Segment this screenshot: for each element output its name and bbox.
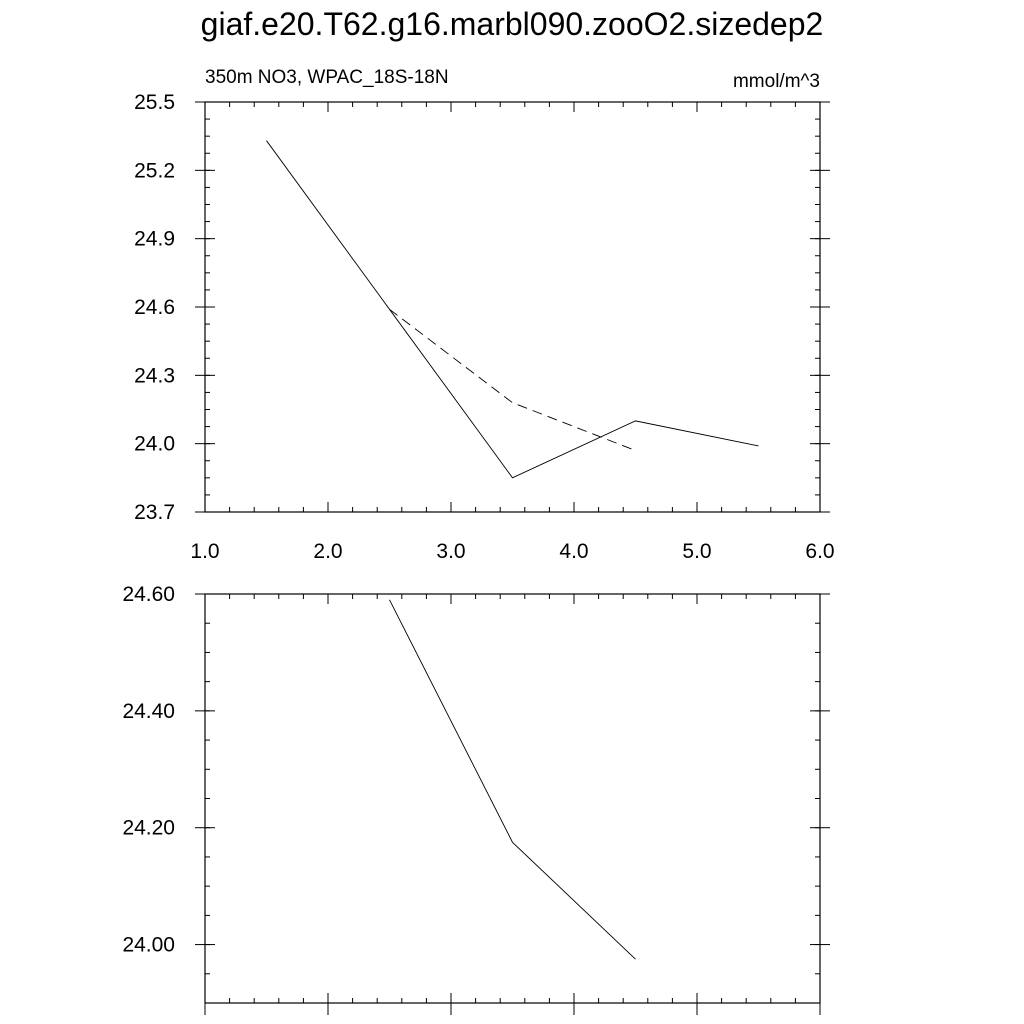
y-tick-label: 24.0 xyxy=(134,433,175,456)
series-line-2 xyxy=(389,308,636,451)
chart-panel-2: 24.00 24.20 24.40 24.60 xyxy=(122,583,830,1015)
y-tick-label: 25.5 xyxy=(134,91,175,114)
y-tick-label: 25.2 xyxy=(134,159,175,182)
y-tick-label: 24.9 xyxy=(134,228,175,251)
y-tick-label: 23.7 xyxy=(134,501,175,524)
y-tick-label: 24.00 xyxy=(122,934,175,957)
plot-frame xyxy=(204,593,821,1004)
x-tick-label: 3.0 xyxy=(436,540,465,563)
y-tick-label: 24.3 xyxy=(134,364,175,387)
series-line-1 xyxy=(389,599,636,960)
x-tick-label: 4.0 xyxy=(559,540,588,563)
y-tick-label: 24.60 xyxy=(122,583,175,606)
y-tick-label: 24.6 xyxy=(134,296,175,319)
y-tick-label: 24.40 xyxy=(122,700,175,723)
panel-units-label: mmol/m^3 xyxy=(733,71,820,92)
chart-panel-1: 1.0 2.0 3.0 4.0 5.0 6.0 23.7 24.0 24.3 24.6 24.9 25… xyxy=(134,67,834,563)
series-line-1 xyxy=(266,140,759,479)
x-tick-label: 6.0 xyxy=(805,540,834,563)
x-tick-label: 1.0 xyxy=(190,540,219,563)
plot-frame xyxy=(204,101,821,513)
y-tick-label: 24.20 xyxy=(122,817,175,840)
panel-left-label: 350m NO3, WPAC_18S-18N xyxy=(205,67,449,88)
x-tick-label: 2.0 xyxy=(313,540,342,563)
page-title: giaf.e20.T62.g16.marbl090.zooO2.sizedep2 xyxy=(200,6,824,42)
x-tick-label: 5.0 xyxy=(682,540,711,563)
